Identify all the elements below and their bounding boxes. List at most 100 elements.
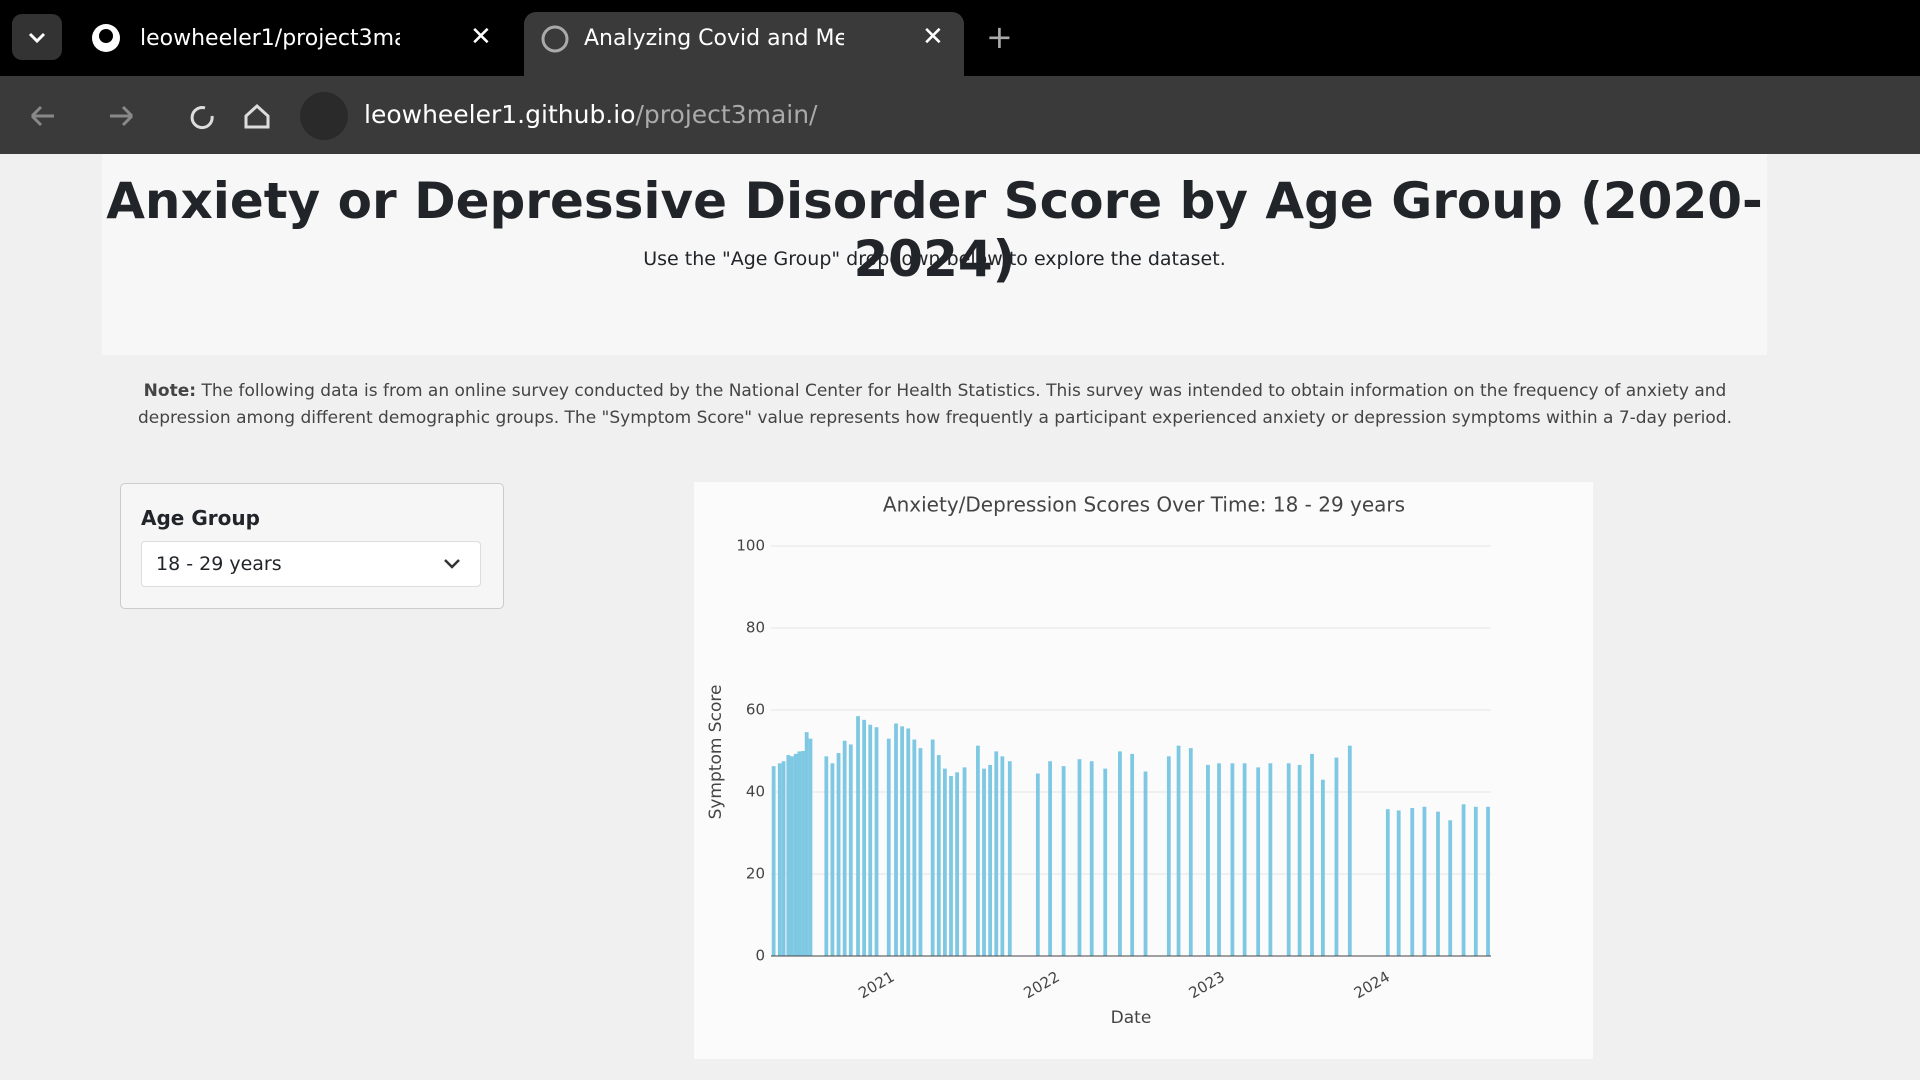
- bar: [868, 724, 873, 956]
- chart-title: Anxiety/Depression Scores Over Time: 18 …: [883, 493, 1405, 517]
- github-icon: [92, 24, 120, 52]
- bar: [1188, 748, 1193, 956]
- bar: [1089, 761, 1094, 956]
- bar: [994, 751, 999, 956]
- bar: [856, 716, 860, 956]
- bar: [1206, 764, 1210, 956]
- header: Anxiety or Depressive Disorder Score by …: [102, 154, 1767, 355]
- bar: [918, 748, 923, 956]
- bar: [1103, 768, 1108, 956]
- tab-list-button[interactable]: [12, 14, 62, 60]
- bar: [1256, 767, 1261, 956]
- bar: [1320, 779, 1325, 956]
- bar: [1268, 763, 1273, 956]
- bar: [1334, 757, 1339, 956]
- chevron-icon: [28, 32, 46, 44]
- bar: [1436, 811, 1440, 956]
- bar: [790, 756, 794, 956]
- bar: [1000, 756, 1005, 956]
- x-tick-label: 2022: [1021, 968, 1063, 1003]
- tab-active[interactable]: Analyzing Covid and Mental He ✕: [524, 12, 964, 76]
- x-axis-label: Date: [1111, 1008, 1152, 1028]
- bar: [1217, 763, 1221, 956]
- note-label: Note:: [143, 381, 197, 401]
- chart: Anxiety/Depression Scores Over Time: 18 …: [706, 493, 1491, 1028]
- globe-icon: [541, 25, 569, 53]
- new-tab[interactable]: +: [986, 18, 1013, 56]
- bar: [930, 739, 935, 956]
- tab-title: Analyzing Covid and Mental He: [584, 26, 844, 51]
- bar: [955, 772, 960, 956]
- bar: [793, 753, 798, 956]
- bar: [982, 768, 986, 956]
- bar: [1242, 763, 1247, 956]
- x-tick-label: 2023: [1186, 968, 1228, 1003]
- bar: [1118, 751, 1122, 956]
- bar: [1473, 806, 1478, 956]
- address-bar: [0, 76, 1920, 154]
- bar: [1143, 771, 1148, 956]
- x-tick-label: 2021: [855, 968, 897, 1003]
- bar: [1297, 764, 1302, 956]
- bar: [842, 740, 847, 956]
- bar: [1310, 753, 1314, 956]
- note: Note: The following data is from an onli…: [125, 378, 1745, 432]
- bar: [988, 764, 993, 956]
- bar: [900, 726, 905, 956]
- bar: [1410, 807, 1415, 956]
- bar: [808, 738, 813, 956]
- bar: [942, 768, 947, 956]
- bar: [962, 767, 967, 956]
- bar: [804, 732, 809, 956]
- y-tick-label: 40: [746, 783, 765, 801]
- bar: [949, 776, 953, 956]
- url-host: leowheeler1.github.io: [364, 100, 636, 129]
- bar: [936, 755, 941, 956]
- bar: [912, 739, 917, 956]
- y-tick-label: 100: [736, 537, 765, 555]
- bar: [1461, 804, 1466, 956]
- note-text: The following data is from an online sur…: [137, 381, 1733, 428]
- bar: [862, 719, 867, 956]
- y-tick-label: 60: [746, 701, 765, 719]
- y-axis-label: Symptom Score: [706, 685, 726, 820]
- bar: [1286, 763, 1291, 956]
- tab-close[interactable]: ✕: [922, 22, 944, 52]
- page-subtitle: Use the "Age Group" dropdown below to ex…: [643, 248, 1226, 270]
- bar: [1007, 761, 1012, 956]
- bar: [1230, 763, 1235, 956]
- selected-option: 18 - 29 years: [156, 553, 282, 575]
- bar: [771, 766, 776, 956]
- y-tick-label: 20: [746, 865, 765, 883]
- bar: [1061, 766, 1066, 956]
- y-tick-label: 0: [755, 947, 765, 965]
- bar: [886, 738, 891, 956]
- bar: [1396, 810, 1401, 956]
- x-tick-label: 2024: [1351, 968, 1393, 1003]
- bar: [848, 744, 853, 956]
- bar: [777, 763, 782, 956]
- bar: [1422, 806, 1427, 956]
- tab-close[interactable]: ✕: [470, 22, 492, 52]
- url-path: /project3main/: [635, 100, 818, 129]
- filter-card: Age Group 18 - 29 years: [120, 483, 504, 609]
- age-group-select[interactable]: 18 - 29 years: [141, 541, 481, 587]
- url[interactable]: leowheeler1.github.io/project3main/: [364, 100, 817, 129]
- bar: [1077, 759, 1082, 956]
- site-info[interactable]: [300, 92, 348, 140]
- bar: [1176, 745, 1181, 956]
- bar: [906, 728, 911, 956]
- tab-bar: leowheeler1/project3main: Mat ✕ Analyzin…: [0, 0, 1920, 76]
- tab-title: leowheeler1/project3main: Mat: [140, 26, 400, 51]
- bar: [1347, 745, 1352, 956]
- tab[interactable]: leowheeler1/project3main: Mat ✕: [78, 12, 508, 76]
- bar: [1448, 820, 1453, 956]
- bar: [781, 761, 786, 956]
- bar: [874, 727, 879, 956]
- bar: [894, 723, 898, 956]
- bar: [1385, 809, 1390, 956]
- filter-label: Age Group: [141, 506, 260, 530]
- nav-icons: [30, 103, 270, 130]
- bar: [976, 745, 980, 956]
